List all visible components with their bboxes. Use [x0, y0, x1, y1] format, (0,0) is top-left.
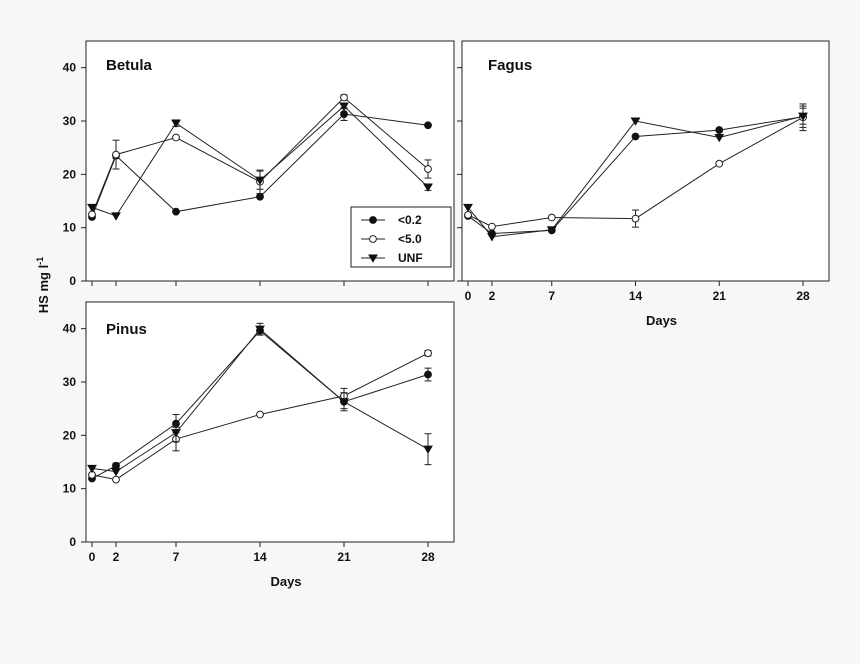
- data-point: [715, 126, 724, 134]
- x-axis-label-fagus: Days: [646, 313, 677, 328]
- legend-box: [350, 206, 452, 268]
- data-point: [630, 117, 641, 126]
- y-axis-label-superscript: -1: [35, 257, 45, 265]
- y-tick-label: 20: [63, 167, 77, 181]
- data-point: [715, 159, 724, 168]
- data-point: [87, 203, 97, 213]
- data-point: [171, 429, 181, 438]
- data-point: [424, 121, 432, 130]
- legend-label: <5.0: [398, 232, 422, 246]
- legend-entry: UNF: [361, 251, 423, 265]
- y-tick-label: 20: [63, 428, 77, 442]
- legend-marker: [368, 254, 378, 263]
- data-point: [339, 398, 349, 407]
- x-tick-label: 21: [337, 550, 351, 564]
- series-fagus-2: [463, 107, 808, 242]
- x-tick-label: 21: [713, 289, 727, 303]
- x-tick-label: 2: [113, 550, 120, 564]
- data-point: [424, 370, 432, 379]
- x-axis-label-pinus: Days: [270, 574, 301, 589]
- legend-entry: <5.0: [361, 232, 422, 246]
- plot-frame-fagus: [461, 40, 830, 282]
- legend: <0.2 <5.0 UNF: [350, 206, 452, 268]
- data-point: [714, 133, 725, 143]
- plot-frame-pinus: [85, 301, 455, 543]
- series-line: [91, 96, 429, 215]
- x-tick-label: 7: [548, 289, 555, 303]
- data-point: [464, 210, 472, 219]
- legend-marker: [369, 216, 377, 224]
- data-point: [172, 207, 180, 216]
- panel-title-fagus: Fagus: [488, 57, 532, 74]
- legend-entry: <0.2: [361, 213, 422, 227]
- y-tick-label: 30: [63, 114, 77, 128]
- x-tick-label: 0: [89, 550, 96, 564]
- legend-label: UNF: [398, 251, 423, 265]
- data-point: [255, 176, 265, 185]
- x-tick-label: 2: [489, 289, 496, 303]
- data-point: [631, 214, 640, 223]
- data-point: [112, 475, 120, 484]
- data-point: [256, 192, 264, 201]
- data-point: [340, 110, 348, 118]
- y-tick-label: 0: [69, 535, 76, 549]
- data-point: [340, 93, 348, 102]
- y-tick-label: 10: [63, 221, 77, 235]
- y-tick-label: 40: [63, 322, 77, 336]
- series-line: [91, 330, 429, 479]
- x-tick-label: 7: [173, 550, 180, 564]
- data-point: [488, 222, 496, 231]
- data-point: [463, 203, 473, 213]
- panel-title-betula: Betula: [106, 57, 153, 74]
- x-tick-label: 28: [796, 289, 810, 303]
- y-axis-label-main: HS mg l: [36, 265, 51, 313]
- series-betula-1: [88, 93, 432, 219]
- data-point: [111, 468, 121, 477]
- x-tick-label: 14: [253, 550, 267, 564]
- data-point: [87, 464, 97, 474]
- data-point: [798, 112, 808, 121]
- series-line: [91, 105, 429, 217]
- series-line: [467, 115, 804, 238]
- series-line: [91, 352, 429, 481]
- data-point: [256, 410, 264, 419]
- data-point: [111, 212, 121, 221]
- series-line: [467, 116, 804, 235]
- legend-marker: [369, 235, 377, 243]
- data-point: [423, 445, 433, 454]
- data-point: [631, 132, 640, 141]
- x-tick-label: 0: [465, 289, 472, 303]
- y-tick-label: 0: [69, 274, 76, 288]
- data-point: [424, 349, 432, 358]
- panel-pinus: 0 10 20 30 40 0 2 7 14 21 28 Days Pinus: [63, 301, 455, 589]
- data-point: [255, 325, 265, 334]
- data-point: [339, 102, 349, 111]
- data-point: [487, 233, 497, 242]
- y-tick-label: 40: [63, 61, 77, 75]
- x-tick-label: 14: [629, 289, 643, 303]
- x-tick-label: 28: [421, 550, 435, 564]
- y-tick-label: 30: [63, 375, 77, 389]
- data-point: [547, 213, 556, 222]
- series-pinus-2: [87, 322, 433, 477]
- data-point: [172, 133, 180, 142]
- panel-betula: 0 10 20 30 40 Betula: [63, 40, 455, 288]
- series-line: [467, 116, 804, 228]
- data-point: [112, 150, 120, 159]
- data-point: [424, 165, 432, 173]
- panel-fagus: 0 2 7 14 21 28 Days Fagus: [457, 40, 830, 328]
- series-line: [91, 328, 429, 473]
- y-axis-label: HS mg l-1: [35, 257, 51, 313]
- data-point: [171, 119, 181, 128]
- legend-label: <0.2: [398, 213, 422, 227]
- panel-title-pinus: Pinus: [106, 321, 147, 338]
- data-point: [423, 183, 433, 192]
- data-point: [546, 226, 557, 235]
- y-tick-label: 10: [63, 482, 77, 496]
- series-betula-2: [87, 102, 433, 221]
